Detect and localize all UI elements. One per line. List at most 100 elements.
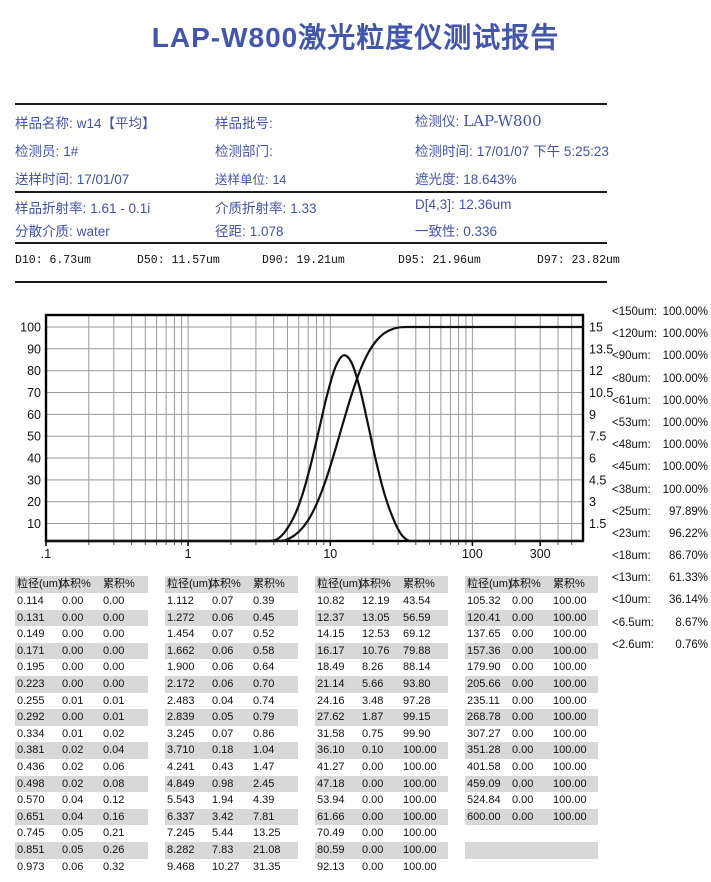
- field-d43: D[4,3]: 12.36um: [415, 197, 511, 212]
- cell-volume: 0.00: [512, 644, 534, 657]
- axis-tick-label: 90: [27, 342, 41, 356]
- percentile-item: <6.5um: 8.67%: [612, 612, 709, 634]
- percentile-size: <150um:: [612, 306, 658, 318]
- table-header: 粒径(um) 体积% 累积%: [315, 576, 448, 593]
- axis-tick-label: 13.5: [589, 342, 613, 356]
- table-row: 10.82 12.19 43.54: [315, 593, 448, 610]
- percentile-size: <6.5um:: [612, 616, 654, 629]
- cell-volume: 0.07: [212, 595, 234, 607]
- table-row: 7.245 5.44 13.25: [165, 825, 298, 842]
- col-volume: 体积%: [359, 578, 391, 590]
- table-row: 0.381 0.02 0.04: [15, 742, 148, 759]
- cell-volume: 0.98: [212, 777, 234, 790]
- cell-cumulative: 100.00: [553, 711, 587, 724]
- cell-cumulative: 100.00: [553, 727, 587, 740]
- cell-cumulative: 100.00: [553, 644, 587, 657]
- table-row: 0.255 0.01 0.01: [15, 693, 148, 710]
- size-table-3: 粒径(um) 体积% 累积% 10.82 12.19 43.54 12.37 13.05 56…: [315, 576, 448, 875]
- cell-size: 0.436: [17, 760, 45, 773]
- field-dispersant: 分散介质: water: [15, 220, 110, 240]
- cell-size: 7.245: [167, 827, 195, 840]
- percentile-size: <90um:: [612, 350, 651, 363]
- table-row: 0.223 0.00 0.00: [15, 675, 148, 693]
- col-volume: 体积%: [209, 578, 241, 590]
- col-cumulative: 累积%: [553, 578, 585, 590]
- cell-cumulative: 100.00: [553, 694, 587, 707]
- field-label: 送样时间:: [15, 172, 73, 187]
- cell-volume: 0.00: [62, 644, 84, 657]
- table-row: 0.292 0.00 0.01: [15, 709, 148, 726]
- cell-size: 41.27: [317, 760, 345, 773]
- percentile-size: <18um:: [612, 550, 651, 563]
- cell-volume: 0.00: [512, 760, 534, 773]
- cell-cumulative: 0.58: [253, 644, 275, 657]
- percentile-item: <13um: 61.33%: [612, 567, 709, 589]
- cell-size: 205.66: [467, 677, 501, 690]
- table-row: 2.839 0.05 0.79: [165, 709, 298, 726]
- cell-cumulative: 88.14: [403, 661, 431, 674]
- cell-cumulative: 0.00: [103, 611, 125, 624]
- percentile-item: <2.6um: 0.76%: [612, 634, 709, 656]
- percentile-size: <13um:: [612, 572, 651, 585]
- cell-cumulative: 99.15: [403, 711, 431, 724]
- volume-curve: [44, 354, 585, 543]
- axis-tick-label: 1: [185, 547, 192, 561]
- cell-size: 3.245: [167, 727, 195, 740]
- percentile-value: 100.00%: [662, 483, 708, 496]
- cell-volume: 0.00: [62, 711, 84, 724]
- axis-tick-label: .1: [41, 547, 51, 561]
- cell-volume: 0.00: [362, 777, 384, 790]
- cell-cumulative: 100.00: [403, 794, 437, 807]
- percentile-value: 100.00%: [662, 394, 708, 407]
- table-row: 0.651 0.04 0.16: [15, 808, 148, 826]
- cell-volume: 1.94: [212, 794, 234, 807]
- field-value: 17/01/07: [76, 172, 130, 187]
- plot-border: [44, 313, 585, 543]
- cell-volume: 0.05: [212, 711, 234, 724]
- cell-volume: 3.42: [212, 810, 234, 823]
- cell-cumulative: 100.00: [403, 810, 437, 823]
- table-row: 3.245 0.07 0.86: [165, 726, 298, 743]
- table-row: 18.49 8.26 88.14: [315, 659, 448, 676]
- percentile-value: 100.00%: [662, 350, 708, 363]
- percentile-item: <61um: 100.00%: [612, 390, 709, 412]
- table-row: [465, 825, 598, 842]
- cell-cumulative: 69.12: [403, 628, 431, 641]
- table-row: 307.27 0.00 100.00: [465, 726, 598, 743]
- field-span: 径距: 1.078: [215, 220, 284, 240]
- cell-size: 0.651: [17, 810, 45, 823]
- axis-tick-label: 1.5: [589, 517, 606, 531]
- cell-size: 0.255: [17, 694, 45, 707]
- percentile-size: <25um:: [612, 505, 651, 518]
- cell-volume: 0.00: [512, 711, 534, 724]
- cell-cumulative: 0.12: [103, 794, 125, 807]
- size-table-4: 粒径(um) 体积% 累积% 105.32 0.00 100.00 120.41 0.00 1…: [465, 576, 598, 875]
- table-row: 2.483 0.04 0.74: [165, 693, 298, 710]
- cell-size: 0.223: [17, 677, 45, 690]
- cell-volume: 0.00: [62, 677, 84, 690]
- divider-line: [15, 242, 607, 244]
- field-label: 检测员:: [15, 144, 60, 159]
- cell-cumulative: 100.00: [553, 760, 587, 773]
- cell-volume: 0.00: [512, 611, 534, 624]
- percentile-size: <120um:: [612, 328, 658, 341]
- cell-size: 0.570: [17, 794, 45, 807]
- cell-cumulative: 0.00: [103, 628, 125, 641]
- cell-size: 0.131: [17, 611, 45, 624]
- table-row: 3.710 0.18 1.04: [165, 742, 298, 759]
- table-row: 53.94 0.00 100.00: [315, 792, 448, 809]
- cell-cumulative: 100.00: [553, 677, 587, 690]
- cell-cumulative: 0.02: [103, 727, 125, 740]
- cell-volume: 0.07: [212, 727, 234, 740]
- table-row: 120.41 0.00 100.00: [465, 609, 598, 627]
- percentile-value: 97.89%: [668, 505, 708, 518]
- cell-size: 18.49: [317, 661, 345, 674]
- table-row: 2.172 0.06 0.70: [165, 675, 298, 693]
- cell-cumulative: 0.74: [253, 694, 275, 707]
- cell-size: 47.18: [317, 777, 345, 790]
- cell-cumulative: 100.00: [553, 777, 587, 790]
- cell-size: 12.37: [317, 611, 345, 624]
- percentile-item: <80um: 100.00%: [612, 368, 709, 390]
- cell-cumulative: 79.88: [403, 644, 431, 657]
- d10-value: D10: 6.73um: [15, 254, 91, 267]
